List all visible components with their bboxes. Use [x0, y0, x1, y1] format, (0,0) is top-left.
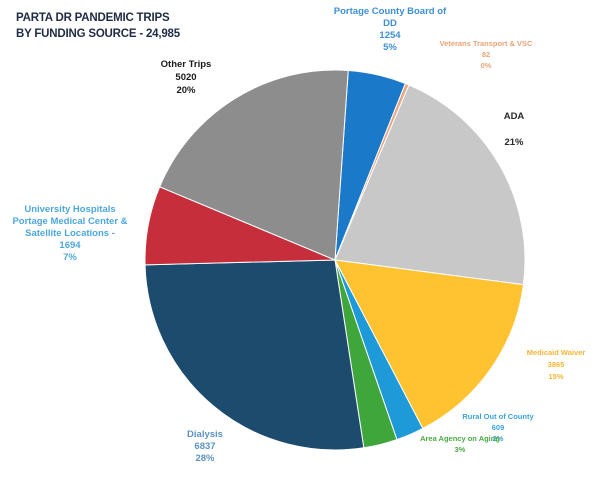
slice-label-ada-name: ADA: [504, 111, 525, 122]
slice-label-rural-out-of-county-name: Rural Out of County: [462, 412, 534, 421]
slice-label-portage-county-percent: 5%: [383, 42, 397, 53]
slice-label-other-trips-percent: 20%: [176, 85, 196, 96]
slice-label-university-hospitals-count: 1694: [59, 240, 81, 251]
slice-label-medical-waiver: Medicaid Waiver 3865 15%: [527, 348, 586, 381]
slice-label-ada: ADA 21%: [504, 111, 525, 148]
pie-slice-dialysis: [144, 259, 365, 451]
pie-slices: [144, 69, 526, 451]
slice-label-portage-county-name: DD: [383, 18, 397, 29]
slice-label-other-trips: Other Trips 5020 20%: [161, 59, 212, 96]
slice-label-dialysis-name: Dialysis: [187, 429, 223, 440]
slice-label-veterans-count: 82: [482, 50, 490, 59]
slice-label-veterans-name: Veterans Transport & VSC: [440, 39, 534, 48]
slice-label-other-trips-count: 5020: [175, 72, 196, 83]
slice-label-portage-county-count: 1254: [379, 30, 401, 41]
slice-label-medical-waiver-percent: 15%: [548, 372, 563, 381]
slice-label-portage-county-name: Portage County Board of: [334, 6, 447, 17]
pie-slice-other-trips: [159, 69, 349, 261]
pie-slice-ada: [334, 84, 526, 286]
slice-label-dialysis-count: 6837: [194, 441, 215, 452]
slice-label-university-hospitals-percent: 7%: [63, 252, 77, 263]
slice-label-veterans: Veterans Transport & VSC 82 0%: [440, 39, 534, 70]
slice-label-medical-waiver-name: Medicaid Waiver: [527, 348, 586, 357]
slice-label-ada-percent: 21%: [504, 137, 524, 148]
slice-label-area-agency-on-aging: Area Agency on Aging 3%: [420, 434, 500, 454]
slice-label-university-hospitals-name: Portage Medical Center &: [12, 216, 127, 227]
pie-slice-medical-waiver: [334, 259, 524, 430]
slice-label-veterans-percent: 0%: [481, 61, 492, 70]
slice-label-medical-waiver-count: 3865: [548, 360, 565, 369]
slice-label-rural-out-of-county: Rural Out of County 609 2%: [462, 412, 534, 443]
slice-label-university-hospitals-name: Satellite Locations -: [25, 228, 115, 239]
slice-label-area-agency-on-aging-name: Area Agency on Aging: [420, 434, 500, 443]
slice-label-university-hospitals-name: University Hospitals: [24, 204, 115, 215]
chart-title-line-1: PARTA DR PANDEMIC TRIPS: [16, 12, 170, 24]
slice-label-rural-out-of-county-count: 609: [492, 423, 505, 432]
slice-label-dialysis-percent: 28%: [195, 453, 215, 464]
slice-label-rural-out-of-county-percent: 2%: [493, 434, 504, 443]
slice-label-other-trips-name: Other Trips: [161, 59, 212, 70]
chart-title: PARTA DR PANDEMIC TRIPS BY FUNDING SOURC…: [16, 12, 181, 40]
chart-title-line-2: BY FUNDING SOURCE - 24,985: [16, 28, 181, 40]
slice-label-area-agency-on-aging-percent: 3%: [455, 445, 466, 454]
